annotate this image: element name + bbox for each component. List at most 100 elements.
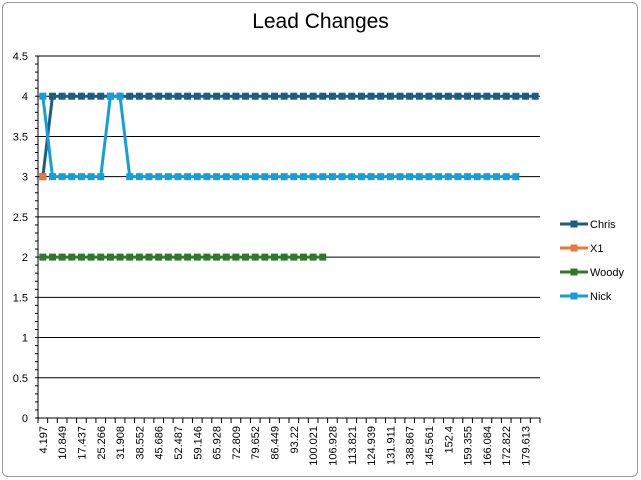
data-point-chris xyxy=(87,92,95,100)
data-point-chris xyxy=(338,92,346,100)
data-point-chris xyxy=(232,92,240,100)
data-point-nick xyxy=(203,173,211,181)
data-point-woody xyxy=(242,253,250,261)
data-point-nick xyxy=(222,173,230,181)
data-point-chris xyxy=(522,92,530,100)
data-point-chris xyxy=(126,92,134,100)
data-point-nick xyxy=(155,173,163,181)
data-point-nick xyxy=(58,173,66,181)
data-point-nick xyxy=(357,173,365,181)
data-point-nick xyxy=(396,173,404,181)
legend-item-woody: Woody xyxy=(560,267,625,279)
x-tick-label: 93.22 xyxy=(289,426,301,454)
y-tick-label: 1 xyxy=(22,333,28,345)
data-point-woody xyxy=(164,253,172,261)
data-point-chris xyxy=(396,92,404,100)
data-point-nick xyxy=(280,173,288,181)
data-point-chris xyxy=(454,92,462,100)
data-point-nick xyxy=(261,173,269,181)
data-point-chris xyxy=(415,92,423,100)
x-tick-label: 152.4 xyxy=(443,426,455,454)
data-point-nick xyxy=(116,92,124,100)
data-point-chris xyxy=(290,92,298,100)
data-point-nick xyxy=(97,173,105,181)
data-point-nick xyxy=(377,173,385,181)
data-point-nick xyxy=(454,173,462,181)
data-point-chris xyxy=(155,92,163,100)
x-tick-label: 10.849 xyxy=(57,426,69,460)
y-tick-label: 3 xyxy=(22,172,28,184)
data-point-woody xyxy=(280,253,288,261)
data-point-nick xyxy=(145,173,153,181)
data-point-nick xyxy=(48,173,56,181)
data-point-chris xyxy=(184,92,192,100)
y-tick-label: 2.5 xyxy=(13,212,28,224)
data-point-woody xyxy=(68,253,76,261)
data-point-nick xyxy=(251,173,259,181)
data-point-nick xyxy=(464,173,472,181)
data-point-nick xyxy=(502,173,510,181)
data-point-woody xyxy=(184,253,192,261)
data-point-chris xyxy=(386,92,394,100)
data-point-chris xyxy=(97,92,105,100)
x-tick-label: 159.355 xyxy=(463,426,475,466)
legend-item-nick: Nick xyxy=(560,291,612,303)
data-point-woody xyxy=(232,253,240,261)
data-point-woody xyxy=(203,253,211,261)
y-tick-label: 4 xyxy=(22,91,28,103)
x-tick-label: 31.908 xyxy=(115,426,127,460)
data-point-nick xyxy=(77,173,85,181)
data-point-woody xyxy=(145,253,153,261)
series-line-chris xyxy=(41,94,536,177)
y-tick-label: 0 xyxy=(22,413,28,425)
data-point-nick xyxy=(415,173,423,181)
legend-item-x1: X1 xyxy=(560,243,603,255)
data-point-chris xyxy=(222,92,230,100)
data-point-nick xyxy=(367,173,375,181)
x-tick-label: 17.437 xyxy=(76,426,88,460)
data-point-woody xyxy=(87,253,95,261)
data-point-chris xyxy=(251,92,259,100)
data-point-chris xyxy=(435,92,443,100)
data-point-chris xyxy=(425,92,433,100)
x-tick-label: 106.928 xyxy=(327,426,339,466)
x-tick-label: 138.867 xyxy=(405,426,417,466)
data-point-chris xyxy=(377,92,385,100)
x-tick-label: 113.821 xyxy=(347,426,359,465)
data-point-woody xyxy=(271,253,279,261)
data-point-chris xyxy=(135,92,143,100)
data-point-chris xyxy=(193,92,201,100)
y-tick-label: 2 xyxy=(22,252,28,264)
legend-label: X1 xyxy=(590,243,603,255)
data-point-nick xyxy=(483,173,491,181)
data-point-chris xyxy=(309,92,317,100)
data-point-chris xyxy=(261,92,269,100)
y-tick-label: 1.5 xyxy=(13,292,28,304)
data-point-chris xyxy=(502,92,510,100)
data-point-chris xyxy=(493,92,501,100)
data-point-chris xyxy=(464,92,472,100)
data-point-chris xyxy=(145,92,153,100)
data-point-chris xyxy=(77,92,85,100)
x-tick-label: 131.911 xyxy=(385,426,397,465)
legend-marker xyxy=(570,244,578,252)
x-tick-label: 52.487 xyxy=(173,426,185,460)
legend-label: Nick xyxy=(590,291,612,303)
data-point-nick xyxy=(87,173,95,181)
data-point-x1 xyxy=(39,173,47,181)
data-point-nick xyxy=(348,173,356,181)
x-tick-label: 4.197 xyxy=(38,426,50,454)
data-point-nick xyxy=(425,173,433,181)
data-point-nick xyxy=(242,173,250,181)
x-tick-label: 172.822 xyxy=(501,426,513,466)
data-point-woody xyxy=(213,253,221,261)
data-point-chris xyxy=(406,92,414,100)
data-point-woody xyxy=(174,253,182,261)
x-tick-label: 100.021 xyxy=(308,426,320,466)
data-point-chris xyxy=(319,92,327,100)
data-point-nick xyxy=(184,173,192,181)
data-point-chris xyxy=(203,92,211,100)
chart-title: Lead Changes xyxy=(252,10,389,33)
data-point-nick xyxy=(164,173,172,181)
data-point-woody xyxy=(58,253,66,261)
